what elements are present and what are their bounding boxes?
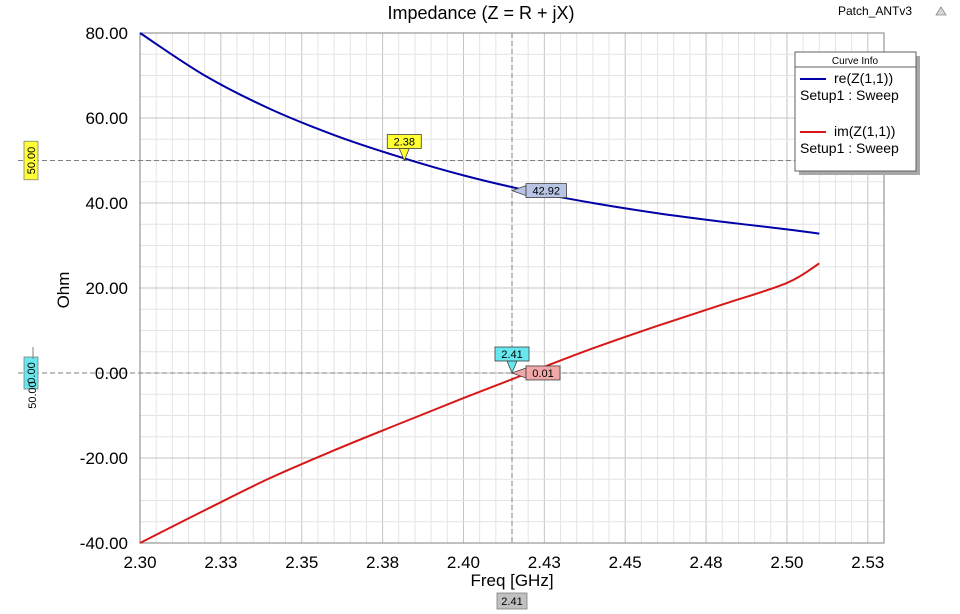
marker-0.01[interactable]: 0.01 bbox=[510, 365, 561, 381]
y-tick-labels: -40.00 -20.00 0.00 20.00 40.00 60.00 80.00 bbox=[80, 24, 128, 553]
y-tick-label: 60.00 bbox=[85, 109, 128, 128]
marker-label: 0.01 bbox=[532, 368, 553, 380]
legend-series-setup: Setup1 : Sweep bbox=[800, 140, 899, 156]
marker-box bbox=[494, 346, 530, 362]
y-axis-marker-box bbox=[23, 140, 39, 181]
y-tick-label: 0.00 bbox=[95, 364, 128, 383]
legend-entries: re(Z(1,1))Setup1 : Sweepim(Z(1,1))Setup1… bbox=[800, 70, 899, 156]
y-axis-label: Ohm bbox=[54, 272, 73, 309]
marker-pointer bbox=[506, 360, 518, 375]
marker-box bbox=[386, 134, 422, 149]
legend-series-name: re(Z(1,1)) bbox=[834, 70, 893, 86]
y-axis-marker-0.00: 0.00 bbox=[23, 356, 39, 390]
series-line-im-z bbox=[139, 262, 820, 544]
marker-label: 42.92 bbox=[532, 186, 560, 198]
x-axis-marker-box bbox=[496, 592, 528, 610]
x-tick-label: 2.45 bbox=[609, 553, 642, 572]
x-tick-label: 2.43 bbox=[528, 553, 561, 572]
legend[interactable]: Curve Info re(Z(1,1))Setup1 : Sweepim(Z(… bbox=[794, 51, 920, 175]
y-axis-marker-50.00: 50.00 bbox=[23, 140, 39, 181]
y-tick-label: -20.00 bbox=[80, 449, 128, 468]
x-tick-label: 2.35 bbox=[285, 553, 318, 572]
marker-2.38[interactable]: 2.38 bbox=[386, 134, 422, 162]
legend-entry[interactable]: im(Z(1,1))Setup1 : Sweep bbox=[800, 123, 899, 156]
grid-lines bbox=[139, 32, 885, 544]
marker-42.92[interactable]: 42.92 bbox=[510, 183, 567, 198]
marker-2.41[interactable]: 2.41 bbox=[494, 346, 530, 375]
legend-entry[interactable]: re(Z(1,1))Setup1 : Sweep bbox=[800, 70, 899, 103]
x-tick-label: 2.48 bbox=[690, 553, 723, 572]
x-tick-label: 2.30 bbox=[123, 553, 156, 572]
marker-box bbox=[525, 183, 567, 198]
x-tick-label: 2.53 bbox=[851, 553, 884, 572]
legend-title: Curve Info bbox=[832, 56, 879, 67]
x-tick-label: 2.40 bbox=[447, 553, 480, 572]
y-axis-marker-label: 0.00 bbox=[26, 362, 38, 383]
y-tick-label: 80.00 bbox=[85, 24, 128, 43]
legend-box bbox=[794, 51, 917, 172]
data-markers[interactable]: 2.38 42.92 2.41 0.01 bbox=[386, 134, 567, 381]
y-tick-label: 20.00 bbox=[85, 279, 128, 298]
y-axis-marker-box bbox=[23, 356, 39, 390]
collapse-icon[interactable] bbox=[935, 6, 947, 16]
x-axis-marker-label: 2.41 bbox=[501, 596, 522, 608]
y-tick-label: 40.00 bbox=[85, 194, 128, 213]
marker-box bbox=[525, 365, 561, 381]
legend-series-name: im(Z(1,1)) bbox=[834, 123, 895, 139]
chart-title: Impedance (Z = R + jX) bbox=[387, 3, 574, 23]
y-tick-label: -40.00 bbox=[80, 534, 128, 553]
marker-label: 2.38 bbox=[394, 137, 415, 149]
x-tick-label: 2.38 bbox=[366, 553, 399, 572]
x-axis-label: Freq [GHz] bbox=[470, 571, 553, 590]
x-tick-labels: 2.30 2.33 2.35 2.38 2.40 2.43 2.45 2.48 2.50 2.53 bbox=[123, 553, 884, 572]
legend-series-setup: Setup1 : Sweep bbox=[800, 87, 899, 103]
x-tick-label: 2.33 bbox=[204, 553, 237, 572]
x-tick-label: 2.50 bbox=[770, 553, 803, 572]
marker-crosshairs bbox=[18, 33, 884, 543]
marker-label: 2.41 bbox=[501, 349, 522, 361]
series-line-re-z bbox=[139, 32, 820, 235]
y-axis-marker-label: 50.00 bbox=[26, 147, 38, 175]
y-axis-marker-extra-label: 50.00 bbox=[27, 381, 39, 409]
x-axis-marker: 2.41 bbox=[496, 592, 528, 610]
project-name: Patch_ANTv3 bbox=[838, 4, 912, 18]
series-lines bbox=[139, 32, 820, 544]
